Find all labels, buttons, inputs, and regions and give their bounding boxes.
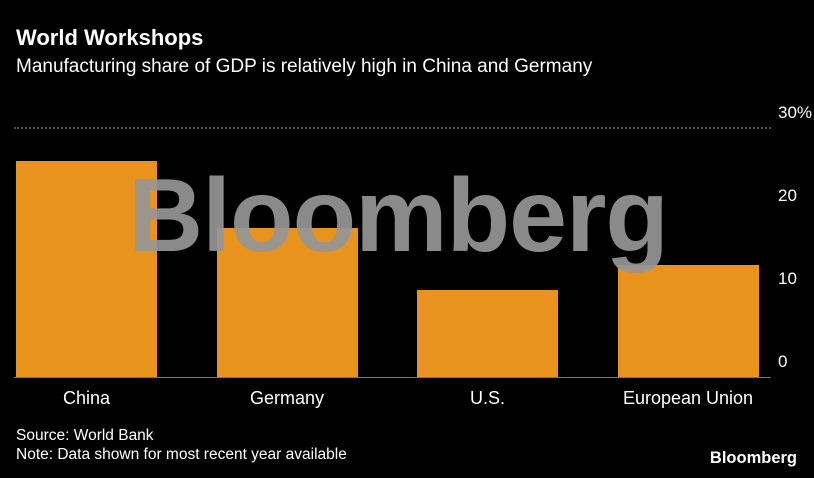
- y-tick-label-0: 0: [778, 352, 788, 371]
- bar-germany: [216, 227, 358, 377]
- note-text: Note: Data shown for most recent year av…: [16, 446, 347, 463]
- y-tick-label-30: 30%: [778, 103, 813, 122]
- y-tick-label-10: 10: [778, 269, 797, 288]
- bar-u-s: [417, 289, 558, 377]
- bar-china: [16, 161, 157, 377]
- x-axis-baseline: [14, 377, 771, 378]
- chart-subtitle: Manufacturing share of GDP is relatively…: [16, 56, 593, 77]
- chart-title: World Workshops: [16, 25, 204, 50]
- gridline-30: [14, 127, 771, 129]
- category-label-china: China: [62, 388, 111, 408]
- source-text: Source: World Bank: [16, 427, 154, 444]
- y-tick-label-20: 20: [778, 186, 797, 205]
- category-label-european-union: European Union: [622, 388, 754, 408]
- category-label-u-s: U.S.: [469, 388, 506, 408]
- category-label-germany: Germany: [249, 388, 325, 408]
- plot-area: [14, 127, 771, 378]
- bar-european-union: [617, 264, 759, 377]
- bloomberg-logo: Bloomberg: [709, 449, 797, 467]
